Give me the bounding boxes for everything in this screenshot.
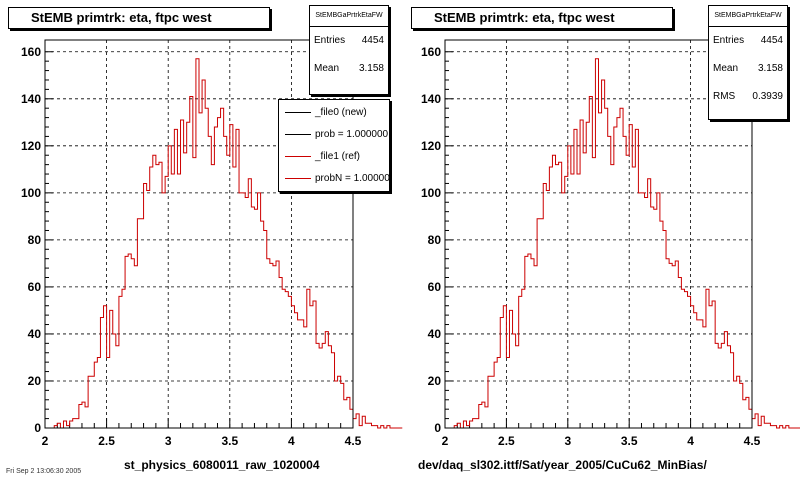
legend-item-probn: probN = 1.000000 [279,168,389,190]
histogram-series [445,58,800,429]
x-tick-label: 3.5 [221,434,238,448]
stats-entries-value: 4454 [760,35,783,46]
legend-label: _file0 (new) [315,107,367,118]
chart-title-left: StEMB primtrk: eta, ftpc west [8,7,270,29]
stats-mean-value: 3.158 [757,63,783,74]
y-tick-label: 60 [428,280,442,294]
stats-entries-row: Entries 4454 [310,27,388,55]
stats-rms-value: 0.3939 [752,91,783,102]
stats-entries-label: Entries [713,35,745,46]
y-tick-label: 60 [28,280,42,294]
y-tick-label: 160 [21,45,41,59]
plot-border [44,39,354,429]
x-tick-label: 2 [42,434,49,448]
y-tick-label: 80 [428,233,442,247]
stats-mean-label: Mean [314,63,340,74]
stats-rms-label: RMS [713,91,736,102]
legend-item-ref: _file1 (ref) [279,146,389,168]
y-tick-label: 0 [434,421,441,435]
y-tick-label: 80 [28,233,42,247]
stats-mean-label: Mean [713,63,739,74]
x-tick-label: 2 [442,434,449,448]
legend-box: _file0 (new) prob = 1.000000 _file1 (ref… [278,99,390,192]
x-tick-label: 3 [165,434,172,448]
stats-mean-row: Mean 3.158 [709,55,787,83]
x-tick-label: 4.5 [345,434,362,448]
y-tick-label: 40 [28,327,42,341]
legend-label: probN = 1.000000 [315,173,390,184]
y-tick-label: 0 [34,421,41,435]
legend-line-red [285,156,311,157]
x-tick-label: 4.5 [744,434,761,448]
stats-entries-value: 4454 [361,35,384,46]
legend-item-new: _file0 (new) [279,102,389,124]
plot-border [444,39,753,429]
y-tick-label: 140 [421,92,441,106]
x-tick-label: 3 [564,434,571,448]
stats-box-left: StEMBGaPrtrkEtaFW Entries 4454 Mean 3.15… [309,5,389,95]
x-tick-label: 4 [288,434,295,448]
histogram-series [45,58,403,429]
y-tick-label: 160 [421,45,441,59]
chart-title-right: StEMB primtrk: eta, ftpc west [411,7,673,29]
y-tick-label: 20 [428,374,442,388]
y-tick-label: 120 [421,139,441,153]
y-tick-label: 120 [21,139,41,153]
x-tick-label: 2.5 [98,434,115,448]
x-tick-label: 2.5 [498,434,515,448]
legend-label: prob = 1.000000 [315,129,389,140]
histogram-right: 0 20 40 60 80 100 120 140 160 2 2.5 3 3.5 4 4.5 [421,39,800,448]
x-axis-label-right: dev/daq_sl302.ittf/Sat/year_2005/CuCu62_… [418,458,707,472]
stats-entries-row: Entries 4454 [709,27,787,55]
legend-line-red [285,178,311,179]
stats-entries-label: Entries [314,35,346,46]
y-tick-label: 140 [21,92,41,106]
stats-rms-row: RMS 0.3939 [709,83,787,111]
x-axis-label-left: st_physics_6080011_raw_1020004 [124,458,320,472]
stats-name: StEMBGaPrtrkEtaFW [709,6,787,27]
stats-mean-value: 3.158 [358,63,384,74]
y-tick-label: 100 [21,186,41,200]
timestamp-footer: Fri Sep 2 13:06:30 2005 [6,468,82,475]
y-tick-label: 20 [28,374,42,388]
legend-line-black [285,112,311,113]
stats-mean-row: Mean 3.158 [310,55,388,83]
x-tick-label: 3.5 [621,434,638,448]
legend-label: _file1 (ref) [315,151,361,162]
stats-box-right: StEMBGaPrtrkEtaFW Entries 4454 Mean 3.15… [708,5,788,120]
legend-line-black [285,134,311,135]
stats-name: StEMBGaPrtrkEtaFW [310,6,388,27]
y-tick-label: 100 [421,186,441,200]
legend-item-prob: prob = 1.000000 [279,124,389,146]
x-tick-label: 4 [687,434,694,448]
y-tick-label: 40 [428,327,442,341]
